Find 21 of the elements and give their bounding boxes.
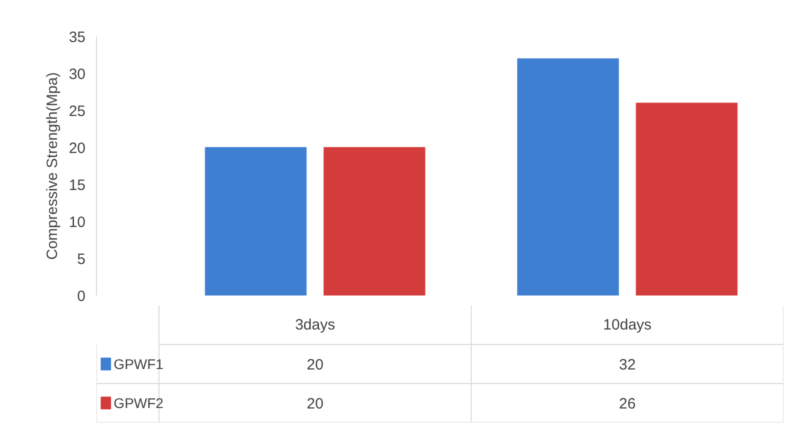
y-tick-label: 25 (68, 103, 86, 120)
data-label: 20 (306, 396, 324, 412)
data-label: 20 (306, 356, 324, 374)
data-label: 32 (619, 356, 636, 374)
y-tick-label: 0 (77, 288, 86, 305)
x-tick-label: 10days (603, 316, 652, 334)
y-tick-label: 15 (68, 177, 86, 194)
y-tick-label: 30 (68, 66, 86, 83)
bar (204, 147, 307, 296)
y-tick-label: 10 (68, 214, 86, 231)
y-tick-label: 20 (68, 140, 86, 157)
legend-label: GPWF2 (114, 395, 164, 411)
y-axis-title: Compressive Strength(Mpa) (44, 72, 61, 260)
legend-label: GPWF1 (114, 356, 164, 372)
data-label: 26 (619, 396, 636, 412)
bar (323, 147, 426, 296)
y-tick-label: 35 (68, 29, 86, 46)
bar (517, 58, 619, 296)
y-tick-label: 5 (77, 251, 86, 268)
x-tick-label: 3days (295, 316, 336, 334)
bar (636, 102, 738, 296)
